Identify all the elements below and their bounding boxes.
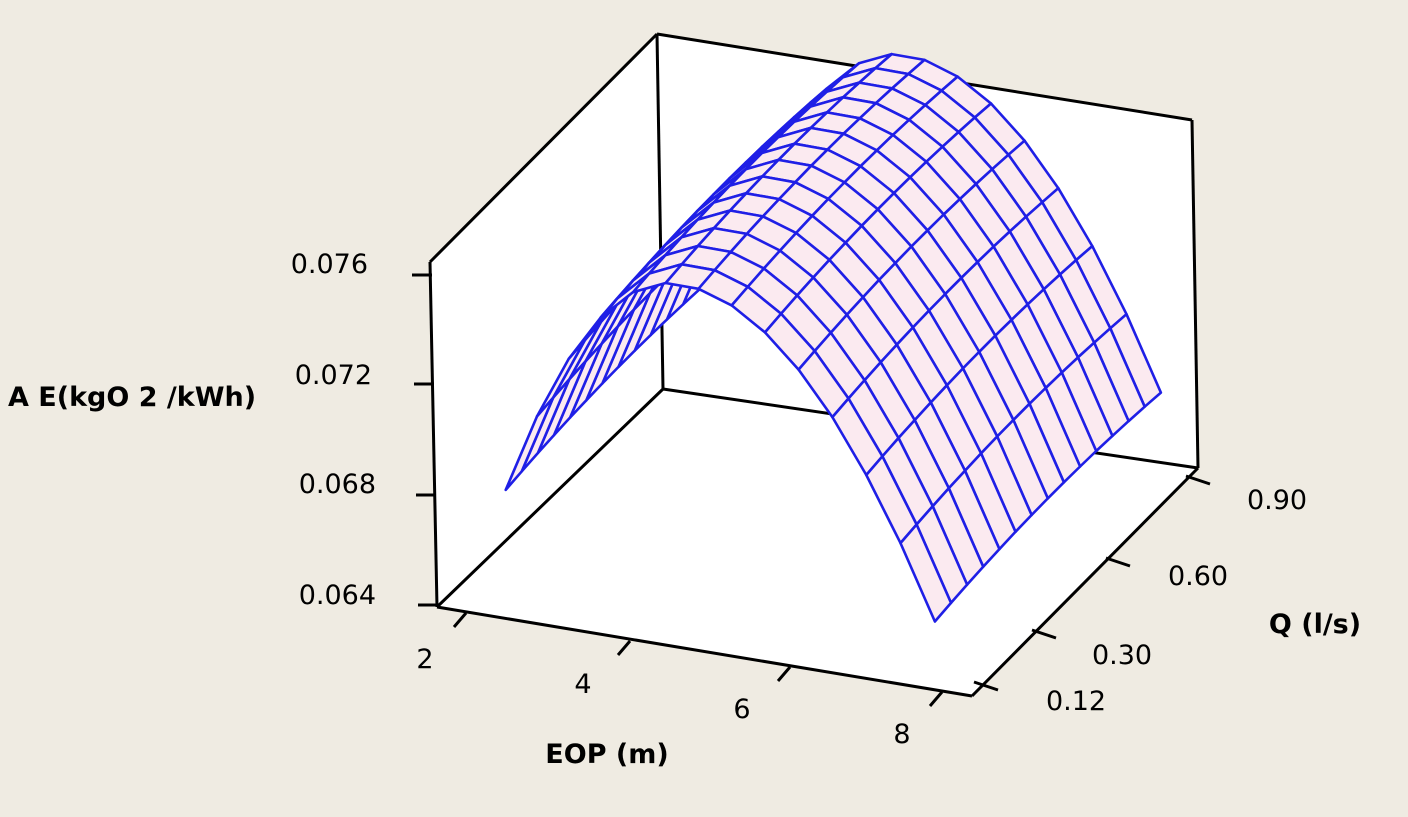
z-axis-title: A E(kgO 2 /kWh) (8, 382, 256, 413)
y-tick-labels: 0.12 0.30 0.60 0.90 (1046, 485, 1307, 717)
frame-edge-floor-left (435, 387, 665, 609)
response-surface (504, 52, 1163, 623)
frame-edge-eop-axis (436, 605, 973, 698)
y-tick-mark (973, 680, 999, 692)
x-tick-mark (928, 691, 944, 707)
y-tick-label: 0.90 (1247, 485, 1307, 516)
x-tick-label: 2 (416, 644, 433, 675)
x-tick-label: 8 (893, 719, 910, 750)
x-tick-labels: 2 4 6 8 (416, 644, 910, 750)
y-tick-mark (1185, 474, 1211, 486)
y-tick-label: 0.60 (1168, 561, 1228, 592)
x-axis-title: EOP (m) (545, 739, 668, 770)
z-tick-label: 0.064 (299, 580, 376, 611)
tick-marks (412, 273, 1211, 707)
x-tick-mark (616, 640, 632, 656)
z-tick-label: 0.076 (291, 249, 368, 280)
frame-edge-q-axis (970, 466, 1200, 698)
y-tick-mark (1031, 628, 1057, 640)
x-tick-label: 6 (733, 694, 750, 725)
frame-edge-top-left (428, 32, 659, 264)
surface-mesh-cell (899, 523, 953, 623)
y-tick-label: 0.30 (1092, 640, 1152, 671)
x-tick-mark (452, 612, 468, 628)
back-wall-left (430, 34, 663, 607)
x-tick-mark (776, 666, 792, 682)
surface-mesh-cell (504, 396, 555, 492)
frame-edge-back-vertical (655, 33, 665, 390)
y-axis-title: Q (l/s) (1269, 609, 1361, 640)
x-tick-label: 4 (574, 669, 591, 700)
z-tick-label: 0.072 (295, 360, 372, 391)
y-tick-mark (1105, 556, 1131, 568)
z-tick-labels: 0.076 0.072 0.068 0.064 (291, 249, 376, 611)
box-frame (428, 32, 1200, 698)
frame-edge-right-vertical (1190, 119, 1200, 469)
y-tick-label: 0.12 (1046, 686, 1106, 717)
frame-edge-left-vertical (428, 261, 439, 608)
z-tick-label: 0.068 (299, 469, 376, 500)
